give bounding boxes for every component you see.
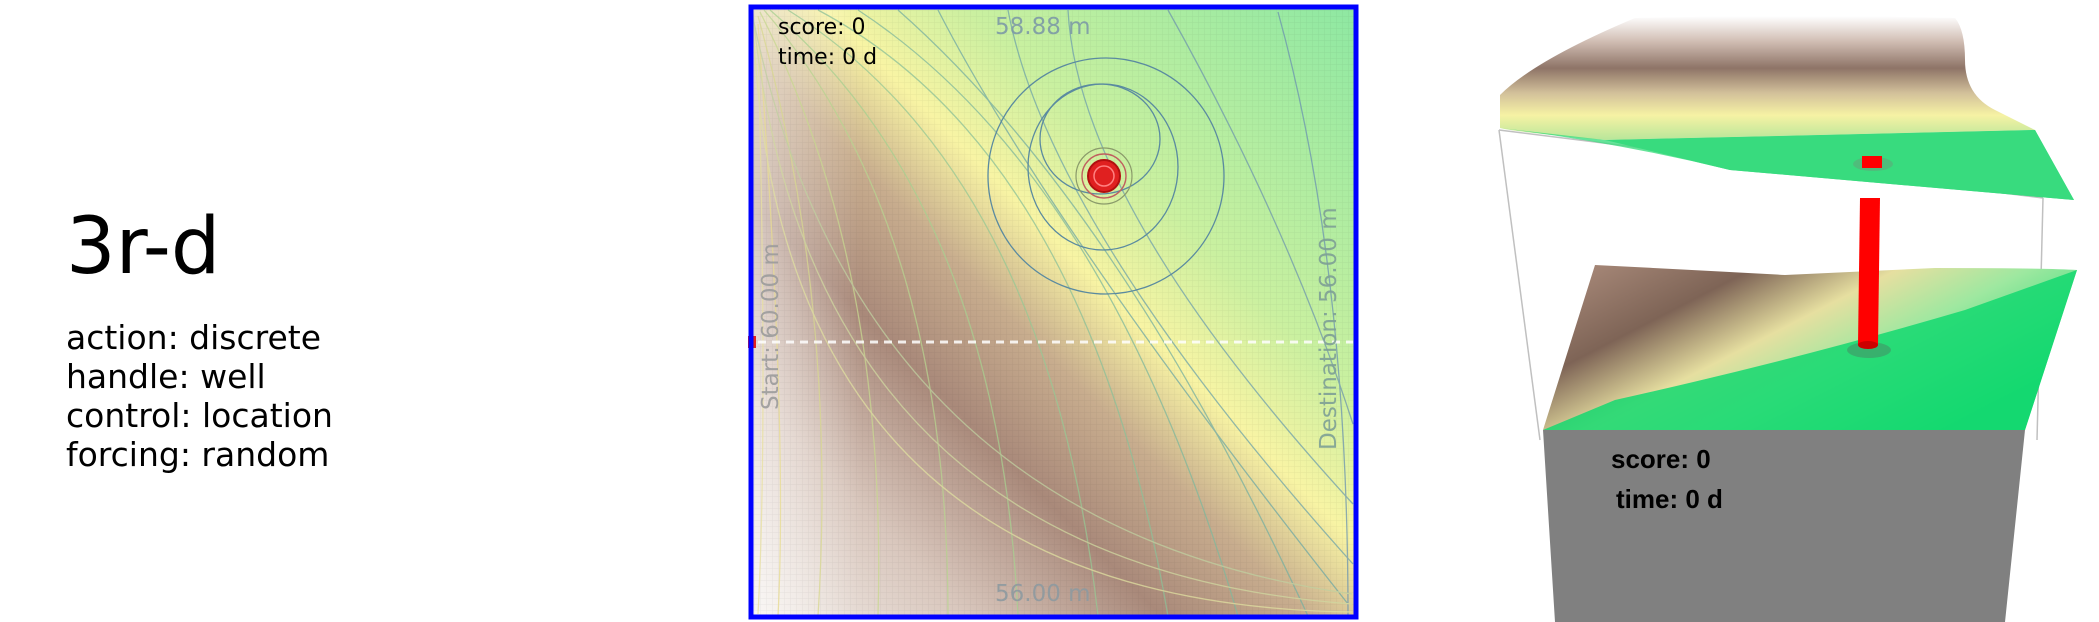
time-readout: time: 0 d [778, 45, 877, 70]
well-column [1858, 198, 1880, 345]
score-readout: score: 0 [778, 15, 866, 40]
map-border [748, 4, 1359, 620]
contour-label-top: 58.88 m [995, 14, 1091, 40]
handle-type-label: handle: well [66, 357, 266, 396]
action-type-label: action: discrete [66, 318, 322, 357]
well-base [1858, 341, 1878, 349]
upper-well-top [1862, 156, 1882, 168]
top-down-map-view[interactable]: score: 0 time: 0 d 58.88 m 56.00 m Start… [748, 4, 1359, 620]
control-type-label: control: location [66, 396, 333, 435]
upper-surface-terrain-edge [1500, 128, 2074, 200]
perspective-score-readout: score: 0 [1611, 444, 1711, 474]
perspective-3d-view[interactable]: score: 0 time: 0 d [1495, 0, 2099, 622]
terrain-base [1543, 430, 2025, 622]
start-elevation-label: Start: 60.00 m [758, 243, 784, 410]
environment-title: 3r-d [66, 202, 221, 292]
upper-surface-terrain [1500, 16, 2035, 140]
contour-label-bottom: 56.00 m [995, 581, 1091, 607]
perspective-time-readout: time: 0 d [1616, 484, 1723, 514]
environment-info-panel: 3r-d action: discrete handle: well contr… [66, 208, 333, 474]
lower-well-shadow [1847, 342, 1891, 358]
lower-surface-green [1543, 270, 2077, 430]
perspective-3d-svg [1498, 16, 2077, 622]
contour-lines [752, 9, 1354, 617]
well-contours [987, 57, 1225, 295]
destination-elevation-label: Destination: 56.00 m [1316, 207, 1342, 450]
forcing-type-label: forcing: random [66, 435, 330, 474]
well-marker[interactable] [1075, 147, 1133, 205]
top-down-map-svg: score: 0 time: 0 d 58.88 m 56.00 m Start… [748, 4, 1359, 620]
